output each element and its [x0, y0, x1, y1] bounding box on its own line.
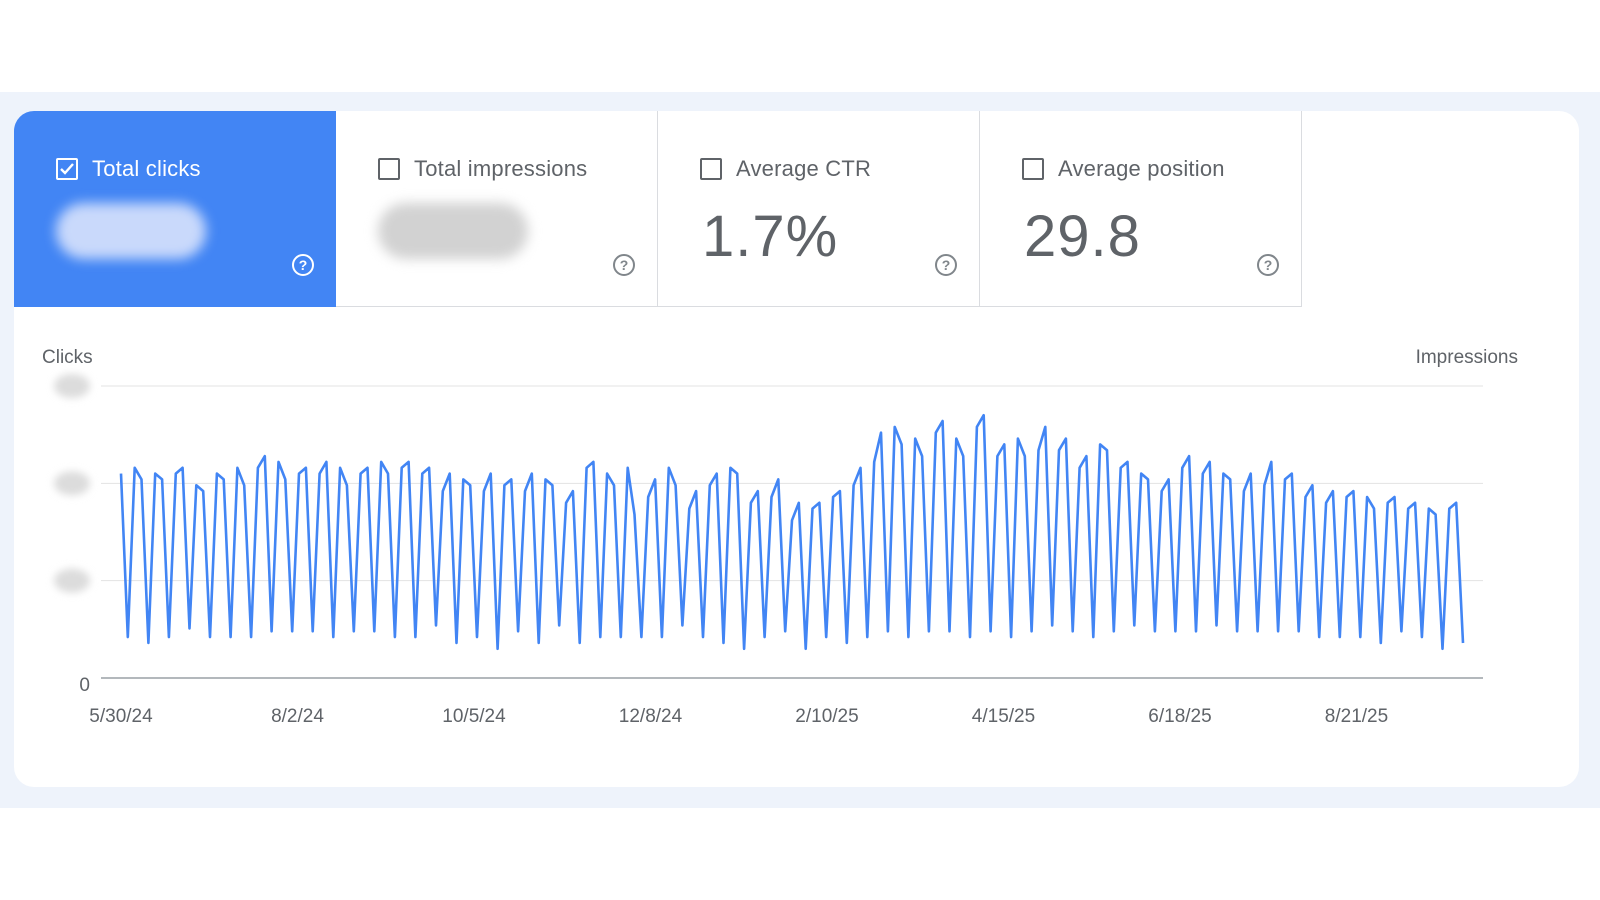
- y-axis-left-label: Clicks: [42, 347, 93, 368]
- checkbox-unchecked-icon[interactable]: [378, 158, 400, 180]
- checkbox-checked-icon[interactable]: [56, 158, 78, 180]
- metric-label: Total clicks: [92, 156, 201, 181]
- x-tick-label: 4/15/25: [972, 706, 1035, 727]
- checkbox-unchecked-icon[interactable]: [700, 158, 722, 180]
- redacted-y-tick: [54, 374, 90, 398]
- metric-header: Average CTR: [700, 156, 871, 182]
- metric-tabs: Total clicks ? Total impressions ? Avera…: [14, 111, 1302, 307]
- metric-total-impressions[interactable]: Total impressions ?: [336, 111, 658, 307]
- x-tick-label: 8/21/25: [1325, 706, 1388, 727]
- redacted-y-ticks: [54, 374, 90, 593]
- metric-average-position[interactable]: Average position 29.8 ?: [980, 111, 1302, 307]
- x-tick-label: 5/30/24: [89, 706, 153, 727]
- metric-value: 29.8: [1024, 204, 1141, 269]
- redacted-y-tick: [54, 471, 90, 496]
- help-icon[interactable]: ?: [935, 254, 957, 276]
- help-icon[interactable]: ?: [1257, 254, 1279, 276]
- x-tick-label: 6/18/25: [1148, 706, 1211, 727]
- metric-header: Total clicks: [56, 156, 201, 182]
- performance-card: Total clicks ? Total impressions ? Avera…: [14, 111, 1579, 787]
- x-tick-label: 8/2/24: [271, 706, 324, 727]
- checkbox-unchecked-icon[interactable]: [1022, 158, 1044, 180]
- x-tick-label: 12/8/24: [619, 706, 683, 727]
- x-axis-ticks: 5/30/24 8/2/24 10/5/24 12/8/24 2/10/25 4/15/2…: [89, 706, 1388, 727]
- metric-label: Average CTR: [736, 156, 872, 181]
- redacted-value: [378, 203, 528, 259]
- x-tick-label: 10/5/24: [442, 706, 506, 727]
- metric-total-clicks[interactable]: Total clicks ?: [14, 111, 336, 307]
- help-icon[interactable]: ?: [613, 254, 635, 276]
- metric-label: Average position: [1058, 156, 1225, 181]
- clicks-line-chart[interactable]: Clicks Impressions 0 5/30/24 8/2/24 10/5/2…: [14, 111, 1579, 787]
- metric-header: Total impressions: [378, 156, 587, 182]
- metric-value: 1.7%: [702, 204, 839, 269]
- metric-average-ctr[interactable]: Average CTR 1.7% ?: [658, 111, 980, 307]
- redacted-y-tick: [54, 568, 90, 593]
- x-tick-label: 2/10/25: [795, 706, 858, 727]
- y-tick-zero: 0: [79, 675, 90, 696]
- check-icon: [60, 163, 74, 175]
- series-line-total-clicks[interactable]: [119, 413, 1465, 651]
- help-icon[interactable]: ?: [292, 254, 314, 276]
- redacted-value: [56, 203, 206, 259]
- y-axis-right-label: Impressions: [1416, 347, 1518, 368]
- metric-label: Total impressions: [414, 156, 588, 181]
- metric-header: Average position: [1022, 156, 1225, 182]
